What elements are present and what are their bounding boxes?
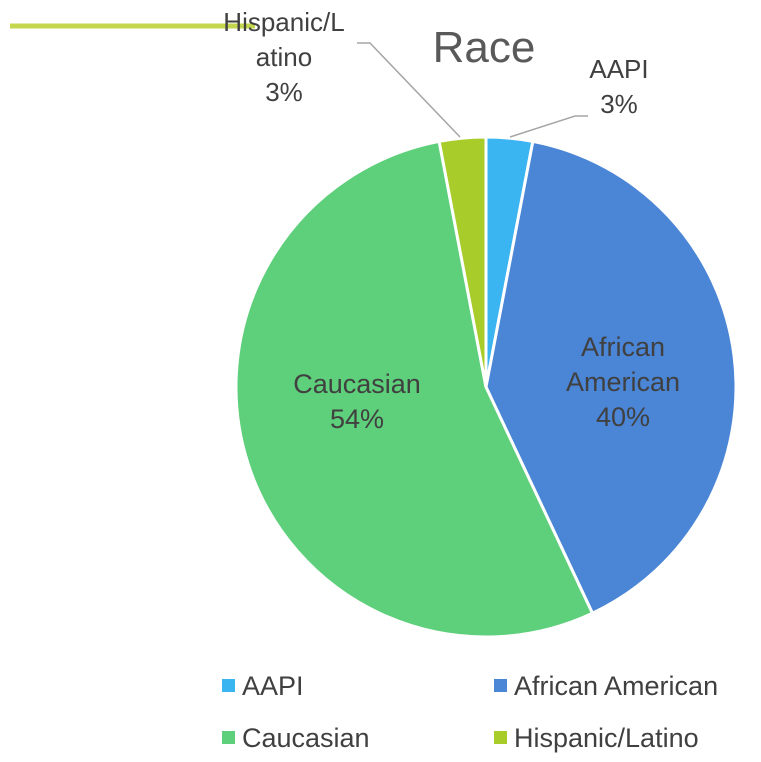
data-label-aapi: AAPI 3% [589,54,648,119]
pie-slice-african-american [484,139,738,616]
chart-title: Race [433,23,536,72]
legend-swatch-hispanic-latino [494,731,507,744]
legend-swatch-african-american [494,679,507,692]
data-label-caucasian: Caucasian 54% [293,369,421,434]
legend-swatch-aapi [222,679,235,692]
legend-swatch-caucasian [222,731,235,744]
data-label-african-american: African American 40% [566,332,680,432]
leader-lines [357,42,588,138]
data-labels: AAPI 3% African American 40% Caucasian 54% Hisp… [223,7,680,434]
pie-slice-hispanic-latino [437,135,488,388]
legend-label-african-american: African American [514,671,718,701]
legend-label-hispanic-latino: Hispanic/Latino [514,723,699,753]
legend-label-caucasian: Caucasian [242,723,370,753]
leader-line-aapi [509,115,588,138]
legend: AAPI African American Caucasian Hispanic/La… [222,671,718,753]
leader-line-hispanic-latino [357,42,461,138]
legend-label-aapi: AAPI [242,671,304,701]
pie-slice-caucasian [234,139,595,639]
pie-slices [234,135,738,639]
data-label-hispanic-latino: Hispanic/L atino 3% [223,7,344,107]
